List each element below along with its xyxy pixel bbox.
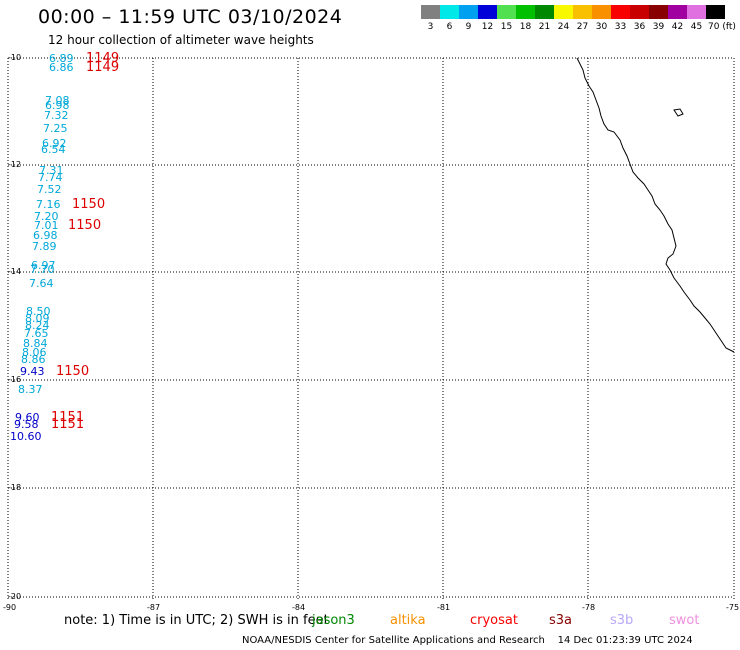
scale-label: 70 (ft) <box>708 22 736 32</box>
scale-swatch-9 <box>592 5 611 19</box>
swh-measurement: 6.98 <box>45 99 70 112</box>
swh-measurement: 8.06 <box>22 346 47 359</box>
lon-label: -78 <box>582 603 596 612</box>
swh-measurement: 7.25 <box>43 122 68 135</box>
scale-swatch-1 <box>440 5 459 19</box>
pass-time-label: 1149 <box>86 60 120 75</box>
legend-cryosat: cryosat <box>470 613 518 628</box>
scale-label: 39 <box>652 22 665 32</box>
swh-measurement: 7.16 <box>36 198 61 211</box>
scale-swatch-14 <box>687 5 706 19</box>
pass-time-label: 1150 <box>56 364 90 379</box>
swh-measurement: 8.09 <box>25 312 50 325</box>
scale-swatch-12 <box>649 5 668 19</box>
scale-swatch-4 <box>497 5 516 19</box>
swh-measurement: 7.74 <box>38 171 63 184</box>
scale-swatch-11 <box>630 5 649 19</box>
swh-measurement: 9.60 <box>15 411 40 424</box>
map-subtitle: 12 hour collection of altimeter wave hei… <box>48 33 314 47</box>
scale-label: 6 <box>446 22 453 32</box>
scale-label: 42 <box>671 22 684 32</box>
credit-line: NOAA/NESDIS Center for Satellite Applica… <box>242 635 693 646</box>
swh-measurement: 8.37 <box>18 383 43 396</box>
swh-measurement: 9.58 <box>14 418 39 431</box>
scale-swatch-3 <box>478 5 497 19</box>
scale-label: 27 <box>576 22 589 32</box>
swh-measurement: 7.65 <box>24 327 49 340</box>
swh-measurement: 7.31 <box>39 164 64 177</box>
scale-label: 45 <box>690 22 703 32</box>
scale-label: 3 <box>427 22 434 32</box>
legend-s3b: s3b <box>610 613 634 628</box>
swh-measurement: 8.86 <box>21 353 46 366</box>
swh-measurement: 10.60 <box>10 430 42 443</box>
scale-label: 30 <box>595 22 608 32</box>
swh-measurement: 8.24 <box>25 319 50 332</box>
swh-measurement: 6.86 <box>49 61 74 74</box>
scale-swatch-0 <box>421 5 440 19</box>
lat-label: -16 <box>8 375 22 384</box>
lat-label: -18 <box>8 483 22 492</box>
scale-swatch-8 <box>573 5 592 19</box>
scale-swatch-13 <box>668 5 687 19</box>
units-note: note: 1) Time is in UTC; 2) SWH is in fe… <box>64 613 329 628</box>
scale-swatch-10 <box>611 5 630 19</box>
lon-label: -87 <box>147 603 161 612</box>
generated-timestamp: 14 Dec 01:23:39 UTC 2024 <box>557 635 693 646</box>
legend-s3a: s3a <box>549 613 573 628</box>
swh-measurement: 7.52 <box>37 183 62 196</box>
swh-measurement: 6.98 <box>33 229 58 242</box>
swh-measurement: 7.89 <box>32 240 57 253</box>
pass-time-label: 1150 <box>72 197 106 212</box>
swh-measurement: 7.20 <box>34 210 59 223</box>
swh-measurement: 7.32 <box>44 109 69 122</box>
scale-label: 21 <box>538 22 551 32</box>
scale-label: 9 <box>465 22 472 32</box>
pass-time-label: 1149 <box>86 51 120 66</box>
map-title: 00:00 – 11:59 UTC 03/10/2024 <box>38 6 343 28</box>
swh-measurement: 7.64 <box>29 277 54 290</box>
scale-swatch-6 <box>535 5 554 19</box>
scale-label: 33 <box>614 22 627 32</box>
pass-time-label: 1151 <box>51 417 85 432</box>
lat-label: -14 <box>8 267 22 276</box>
swh-measurement: 8.84 <box>23 337 48 350</box>
swh-measurement: 6.92 <box>42 137 67 150</box>
swh-measurement: 6.97 <box>31 259 56 272</box>
lon-label: -75 <box>726 603 740 612</box>
lon-label: -81 <box>437 603 451 612</box>
scale-label: 12 <box>481 22 494 32</box>
map-graticule <box>7 57 735 600</box>
lon-label: -90 <box>3 603 17 612</box>
swh-measurement: 8.50 <box>26 305 51 318</box>
legend-altika: altika <box>390 613 426 628</box>
lat-label: -10 <box>8 53 22 62</box>
legend-jason3: jason3 <box>312 613 355 628</box>
scale-label: 15 <box>500 22 513 32</box>
swh-measurement: 6.89 <box>49 52 74 65</box>
swh-measurement: 7.08 <box>45 94 70 107</box>
lat-label: -20 <box>8 592 22 601</box>
legend-swot: swot <box>669 613 700 628</box>
scale-swatch-5 <box>516 5 535 19</box>
island-outline <box>673 108 684 117</box>
swh-measurement: 6.54 <box>41 143 66 156</box>
lon-label: -84 <box>292 603 306 612</box>
coastline <box>576 57 735 353</box>
scale-swatch-7 <box>554 5 573 19</box>
scale-swatch-15 <box>706 5 725 19</box>
scale-label: 18 <box>519 22 532 32</box>
scale-label: 24 <box>557 22 570 32</box>
scale-swatch-2 <box>459 5 478 19</box>
swh-measurement: 9.43 <box>20 365 45 378</box>
pass-time-label: 1150 <box>68 218 102 233</box>
credit-text: NOAA/NESDIS Center for Satellite Applica… <box>242 635 545 646</box>
lat-label: -12 <box>8 160 22 169</box>
pass-time-label: 1151 <box>51 410 85 425</box>
scale-label: 36 <box>633 22 646 32</box>
swh-measurement: 7.70 <box>30 263 55 276</box>
swh-measurement: 7.01 <box>34 219 59 232</box>
